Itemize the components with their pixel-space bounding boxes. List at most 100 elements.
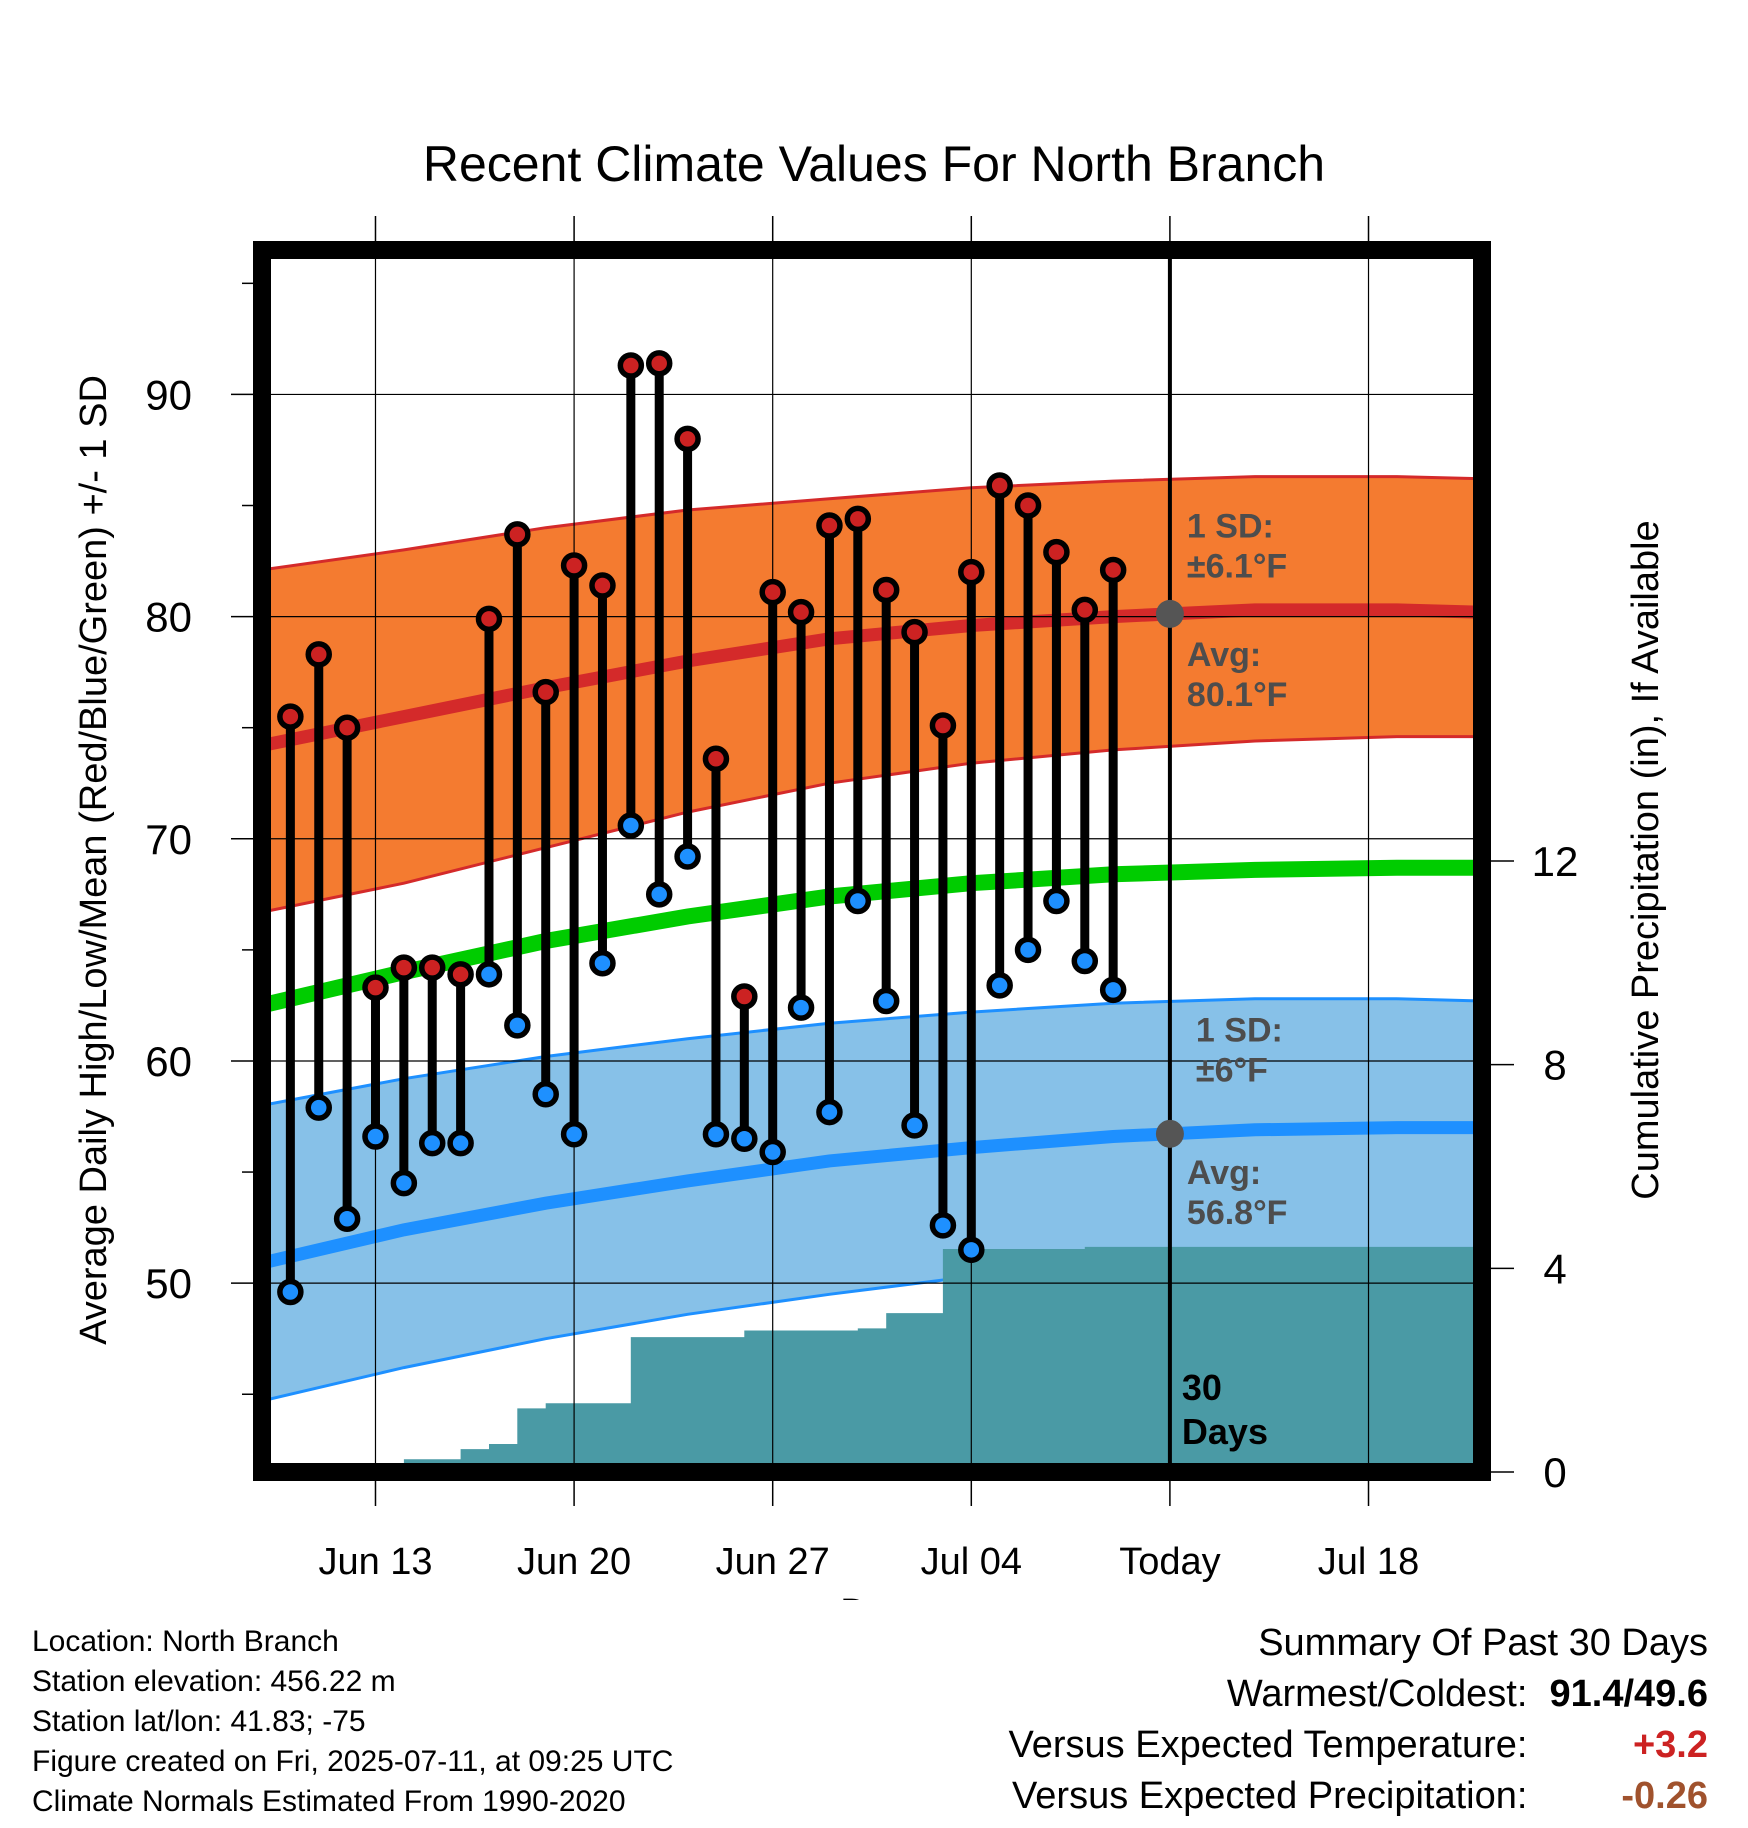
low-point bbox=[759, 1138, 786, 1166]
low-point bbox=[333, 1205, 361, 1232]
plot-area bbox=[262, 475, 1482, 1472]
x-tick-label: Jun 27 bbox=[716, 1541, 830, 1583]
low-point bbox=[958, 1236, 985, 1264]
high-point bbox=[1071, 596, 1099, 624]
x-tick-label: Jul 04 bbox=[921, 1541, 1022, 1583]
y-axis-left-title: Average Daily High/Low/Mean (Red/Blue/Gr… bbox=[73, 375, 115, 1345]
low-point bbox=[1043, 887, 1070, 915]
high-point bbox=[333, 714, 361, 741]
high-point bbox=[787, 598, 815, 626]
high-point bbox=[475, 605, 503, 633]
low-sd-label: 1 SD: bbox=[1196, 1011, 1283, 1049]
y-left-tick-label: 70 bbox=[145, 816, 192, 863]
low-point bbox=[362, 1123, 389, 1150]
low-point bbox=[872, 987, 900, 1015]
temp-value: +3.2 bbox=[1632, 1724, 1708, 1766]
high-point bbox=[674, 425, 701, 453]
axes: 50 60 70 80 90 0 4 8 12 Jun 13 Jun 20 Jun 27 Jul 04 T… bbox=[145, 216, 1578, 1583]
chart-title: Recent Climate Values For North Branch bbox=[423, 136, 1325, 192]
high-point bbox=[645, 350, 673, 377]
high-point bbox=[560, 552, 588, 579]
summary-heading: Summary Of Past 30 Days bbox=[1258, 1622, 1708, 1664]
low-point bbox=[731, 1125, 758, 1152]
high-sd-label: 1 SD: bbox=[1187, 507, 1274, 545]
low-point bbox=[787, 994, 815, 1021]
y-right-tick-label: 12 bbox=[1532, 838, 1579, 885]
low-point bbox=[1014, 936, 1042, 964]
low-point bbox=[589, 949, 616, 977]
low-point bbox=[645, 881, 673, 908]
low-sd-value: ±6°F bbox=[1196, 1051, 1268, 1089]
high-point bbox=[277, 703, 304, 730]
summary-warm-cold: Warmest/Coldest: 91.4/49.6 bbox=[1009, 1669, 1708, 1720]
y-right-tick-label: 4 bbox=[1543, 1245, 1566, 1292]
high-point bbox=[844, 505, 872, 533]
low-point bbox=[816, 1098, 843, 1126]
low-sd-band bbox=[262, 998, 1482, 1401]
high-avg-label: Avg: bbox=[1187, 636, 1261, 674]
summary-panel: Summary Of Past 30 Days Warmest/Coldest:… bbox=[1009, 1618, 1708, 1822]
low-avg-label: Avg: bbox=[1187, 1154, 1261, 1192]
low-point bbox=[617, 812, 645, 839]
normals-period: Climate Normals Estimated From 1990-2020 bbox=[32, 1785, 626, 1818]
precip-area bbox=[375, 1246, 1482, 1472]
low-point bbox=[844, 887, 872, 915]
high-point bbox=[731, 983, 758, 1010]
warm-cold-value: 91.4/49.6 bbox=[1549, 1673, 1708, 1715]
high-point bbox=[1043, 538, 1070, 566]
low-point bbox=[447, 1129, 474, 1157]
low-point bbox=[901, 1112, 928, 1139]
high-point bbox=[759, 578, 786, 606]
low-point bbox=[702, 1121, 730, 1148]
high-point bbox=[872, 576, 900, 604]
low-point bbox=[475, 961, 503, 988]
low-point bbox=[1099, 976, 1127, 1004]
station-latlon: Station lat/lon: 41.83; -75 bbox=[32, 1705, 366, 1738]
today-low-normal-marker bbox=[1155, 1119, 1184, 1148]
high-point bbox=[504, 521, 531, 548]
high-point bbox=[362, 974, 389, 1001]
high-upper-edge bbox=[262, 475, 1482, 572]
low-point bbox=[532, 1081, 559, 1108]
x-axis-title: Day bbox=[840, 1592, 908, 1600]
y-left-tick-label: 80 bbox=[145, 594, 192, 641]
high-point bbox=[617, 352, 645, 379]
plot-frame bbox=[253, 241, 1491, 1481]
high-point bbox=[447, 961, 474, 988]
today-days-label: Days bbox=[1182, 1411, 1268, 1452]
y-right-tick-label: 0 bbox=[1543, 1449, 1566, 1496]
high-lower-edge bbox=[262, 735, 1482, 914]
low-point bbox=[1071, 947, 1099, 975]
high-point bbox=[929, 712, 957, 739]
y-left-tick-label: 90 bbox=[145, 371, 192, 418]
high-sd-band bbox=[262, 476, 1482, 913]
today-days-count: 30 bbox=[1182, 1367, 1222, 1408]
high-point bbox=[816, 512, 843, 539]
low-point bbox=[986, 972, 1013, 999]
high-point bbox=[1099, 556, 1127, 584]
low-upper-edge bbox=[262, 997, 1482, 1107]
x-tick-label: Today bbox=[1119, 1541, 1220, 1583]
low-normal-line bbox=[262, 1121, 1482, 1270]
x-tick-label: Jun 13 bbox=[318, 1541, 432, 1583]
low-point bbox=[305, 1094, 332, 1121]
summary-temp: Versus Expected Temperature: +3.2 bbox=[1009, 1720, 1708, 1771]
low-point bbox=[277, 1278, 304, 1306]
y-left-tick-label: 60 bbox=[145, 1038, 192, 1085]
y-axis-right-title: Cumulative Precipitation (in), If Availa… bbox=[1625, 520, 1667, 1199]
low-point bbox=[418, 1129, 446, 1157]
low-point bbox=[674, 843, 701, 870]
precip-value: -0.26 bbox=[1621, 1775, 1708, 1817]
low-point bbox=[929, 1212, 957, 1239]
high-avg-value: 80.1°F bbox=[1187, 676, 1288, 714]
high-point bbox=[1014, 492, 1042, 519]
high-normal-line bbox=[262, 603, 1482, 752]
figure-created: Figure created on Fri, 2025-07-11, at 09… bbox=[32, 1745, 674, 1778]
high-point bbox=[986, 472, 1013, 499]
warm-cold-label: Warmest/Coldest: bbox=[1226, 1673, 1528, 1715]
low-point bbox=[504, 1012, 531, 1039]
y-right-tick-label: 8 bbox=[1543, 1042, 1566, 1089]
high-point bbox=[958, 558, 985, 586]
summary-precip: Versus Expected Precipitation: -0.26 bbox=[1009, 1771, 1708, 1822]
